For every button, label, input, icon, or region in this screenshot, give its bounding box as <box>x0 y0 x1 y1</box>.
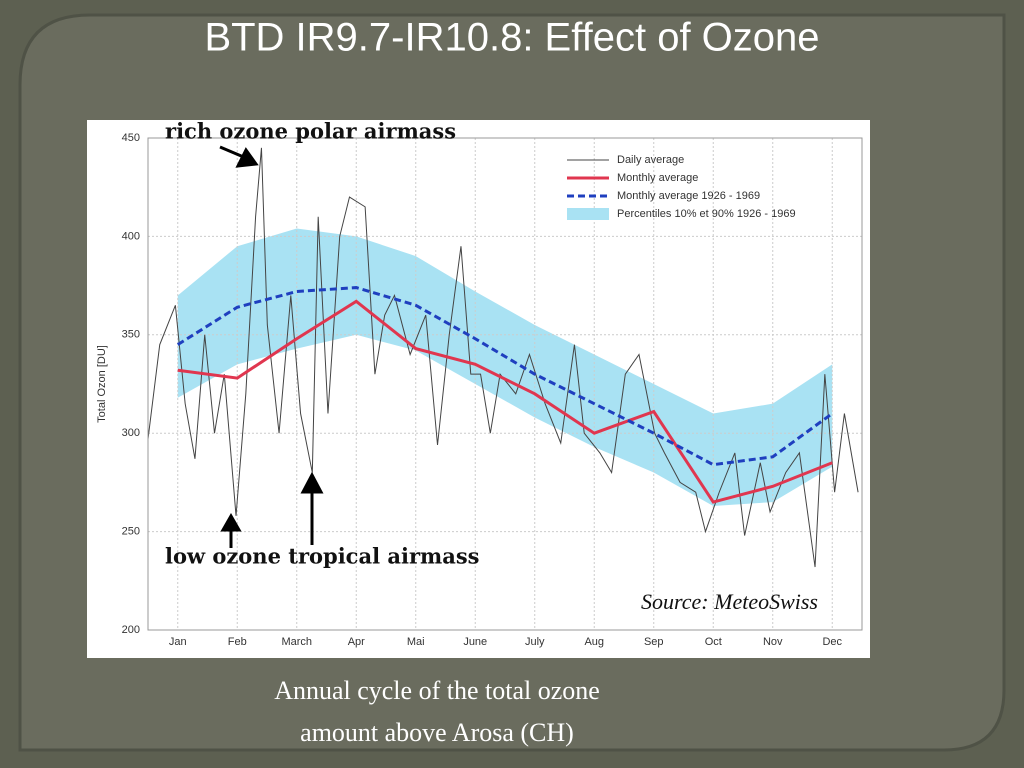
y-tick-label: 350 <box>122 329 140 341</box>
arrow-head <box>300 471 324 494</box>
legend-label: Monthly average <box>617 172 698 184</box>
legend-label: Percentiles 10% et 90% 1926 - 1969 <box>617 208 796 220</box>
x-tick-label: Sep <box>644 636 664 648</box>
x-tick-label: Oct <box>705 636 722 648</box>
arrows <box>219 145 324 548</box>
y-tick-label: 200 <box>122 624 140 636</box>
x-tick-label: March <box>281 636 312 648</box>
plot <box>147 137 862 631</box>
arrow-head <box>220 512 242 532</box>
y-tick-label: 400 <box>122 230 140 242</box>
annotation: low ozone tropical airmass <box>165 544 480 569</box>
legend-label: Monthly average 1926 - 1969 <box>617 190 760 202</box>
series-line <box>147 147 859 568</box>
x-tick-label: July <box>525 636 545 648</box>
caption: Annual cycle of the total ozone <box>274 676 600 705</box>
caption: amount above Arosa (CH) <box>300 718 574 747</box>
y-axis-label: Total Ozon [DU] <box>96 345 108 423</box>
legend-label: Daily average <box>617 154 684 166</box>
legend-swatch <box>567 208 609 220</box>
x-tick-label: June <box>463 636 487 648</box>
x-tick-label: Apr <box>348 636 365 648</box>
y-tick-label: 300 <box>122 427 140 439</box>
x-tick-label: Aug <box>584 636 604 648</box>
y-tick-label: 250 <box>122 526 140 538</box>
source-note: Source: MeteoSwiss <box>641 589 818 614</box>
x-tick-label: Jan <box>169 636 187 648</box>
slide-title: BTD IR9.7-IR10.8: Effect of Ozone <box>204 16 819 60</box>
x-tick-label: Mai <box>407 636 425 648</box>
x-tick-label: Feb <box>228 636 247 648</box>
annotation: rich ozone polar airmass <box>165 119 456 144</box>
series-line <box>177 299 833 504</box>
y-tick-label: 450 <box>122 132 140 144</box>
x-tick-label: Nov <box>763 636 783 648</box>
x-tick-label: Dec <box>822 636 842 648</box>
chart-image <box>87 120 870 658</box>
plot-frame <box>147 137 863 631</box>
arrow-head <box>235 147 259 168</box>
series-line <box>176 286 834 467</box>
